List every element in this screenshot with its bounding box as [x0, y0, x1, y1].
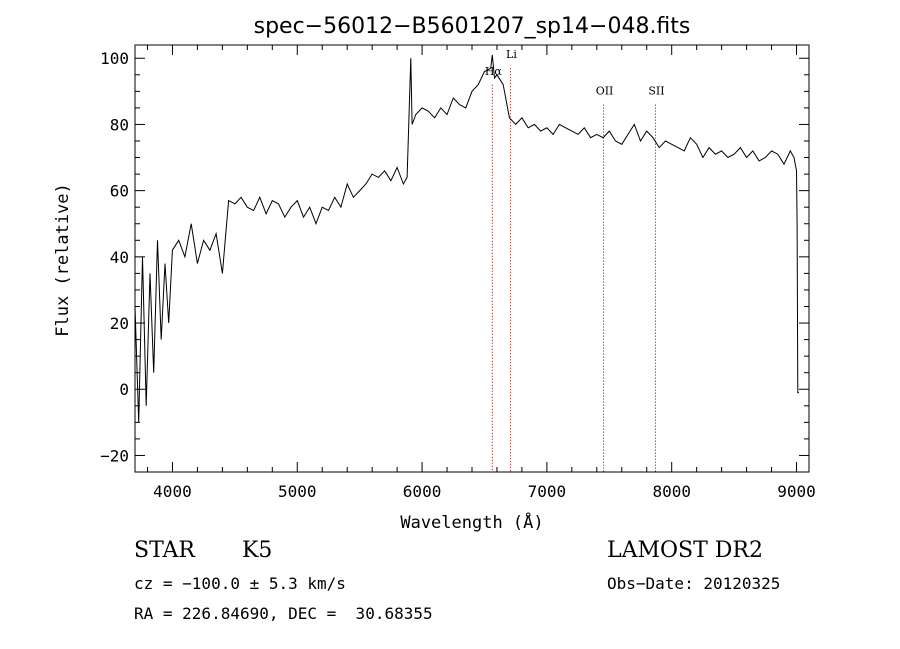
object-subclass: K5 — [242, 538, 273, 563]
x-axis: 4000 5000 6000 7000 8000 9000 — [146, 45, 816, 501]
x-tick-label: 9000 — [777, 482, 816, 501]
spectral-line-label: SII — [648, 85, 664, 98]
x-axis-label: Wavelength (Å) — [400, 511, 543, 533]
coordinates-text: RA = 226.84690, DEC = 30.68355 — [134, 604, 433, 623]
survey-label: LAMOST DR2 — [607, 538, 763, 563]
y-tick-label: −20 — [100, 446, 129, 465]
chart-title: spec−56012−B5601207_sp14−048.fits — [254, 14, 691, 39]
y-axis: −20 0 20 40 60 80 100 — [100, 49, 809, 465]
x-tick-label: 7000 — [528, 482, 567, 501]
x-tick-label: 5000 — [278, 482, 317, 501]
obs-date-text: Obs−Date: 20120325 — [607, 574, 781, 593]
object-class: STAR — [134, 538, 195, 563]
plot-frame — [134, 44, 810, 473]
x-tick-label: 4000 — [153, 482, 192, 501]
y-tick-label: 0 — [119, 380, 129, 399]
y-tick-label: 20 — [110, 314, 129, 333]
y-axis-label: Flux (relative) — [53, 183, 73, 337]
spectrum-series — [134, 54, 799, 423]
spectral-line-label: Li — [506, 48, 517, 61]
y-tick-label: 100 — [100, 49, 129, 68]
spectral-line-label: OII — [596, 85, 614, 98]
y-tick-label: 40 — [110, 248, 129, 267]
y-tick-label: 80 — [110, 115, 129, 134]
x-tick-label: 6000 — [403, 482, 442, 501]
y-tick-label: 60 — [110, 182, 129, 201]
redshift-text: cz = −100.0 ± 5.3 km/s — [134, 574, 346, 593]
x-tick-label: 8000 — [652, 482, 691, 501]
